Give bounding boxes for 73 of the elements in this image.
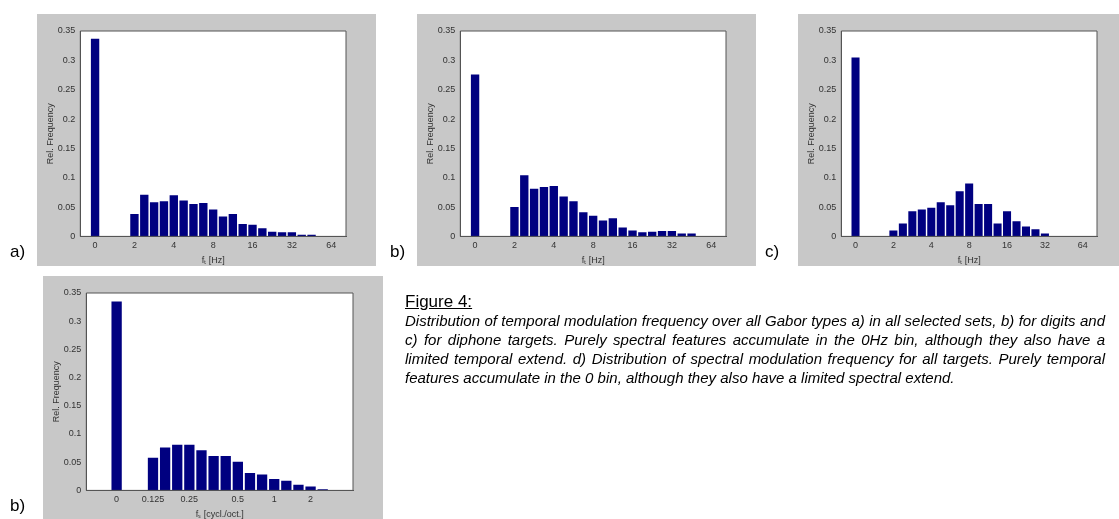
y-tick-label: 0.3 bbox=[62, 54, 76, 65]
y-tick-label: 0.25 bbox=[57, 84, 76, 95]
y-axis-title: Rel. Frequency bbox=[805, 102, 816, 165]
y-tick-label: 0.25 bbox=[437, 84, 456, 95]
x-tick-label: 64 bbox=[1077, 240, 1088, 251]
y-tick-label: 0 bbox=[70, 230, 76, 241]
y-tick-label: 0.05 bbox=[57, 201, 76, 212]
y-axis-title: Rel. Frequency bbox=[424, 102, 435, 165]
y-tick-label: 0.1 bbox=[442, 172, 456, 183]
y-tick-label: 0.1 bbox=[68, 428, 82, 439]
x-tick-label: 1 bbox=[271, 494, 277, 505]
x-tick-label: 16 bbox=[247, 240, 258, 251]
y-tick-label: 0 bbox=[76, 484, 82, 495]
x-tick-label: 2 bbox=[131, 240, 137, 251]
y-tick-label: 0.2 bbox=[442, 113, 456, 124]
x-tick-label: 2 bbox=[890, 240, 896, 251]
y-tick-label: 0.35 bbox=[818, 25, 837, 36]
y-tick-label: 0.2 bbox=[68, 372, 82, 383]
text: a) bbox=[10, 242, 26, 262]
x-tick-label: 4 bbox=[551, 240, 557, 251]
y-tick-label: 0.05 bbox=[818, 201, 837, 212]
y-tick-label: 0.2 bbox=[823, 113, 837, 124]
x-tick-label: 64 bbox=[706, 240, 717, 251]
y-tick-label: 0.3 bbox=[68, 315, 82, 326]
y-tick-label: 0.3 bbox=[442, 54, 456, 65]
x-tick-label: 64 bbox=[326, 240, 337, 251]
x-tick-label: 32 bbox=[286, 240, 297, 251]
y-tick-label: 0.25 bbox=[818, 84, 837, 95]
x-tick-label: 0 bbox=[472, 240, 478, 251]
y-tick-label: 0.15 bbox=[57, 142, 76, 153]
x-tick-label: 2 bbox=[308, 494, 314, 505]
x-tick-label: 8 bbox=[210, 240, 216, 251]
x-axis-title: fₜ [Hz] bbox=[957, 255, 981, 266]
x-axis-title: fₜ [Hz] bbox=[581, 255, 605, 266]
y-tick-label: 0.15 bbox=[818, 142, 837, 153]
text: b) bbox=[390, 242, 406, 262]
x-tick-label: 8 bbox=[966, 240, 972, 251]
text: c) bbox=[765, 242, 780, 262]
y-tick-label: 0 bbox=[831, 230, 837, 241]
y-tick-label: 0.35 bbox=[63, 287, 82, 298]
x-tick-label: 2 bbox=[511, 240, 517, 251]
y-axis-title: Rel. Frequency bbox=[50, 360, 61, 423]
x-tick-label: 0.125 bbox=[141, 494, 165, 505]
y-tick-label: 0.1 bbox=[62, 172, 76, 183]
x-tick-label: 4 bbox=[171, 240, 177, 251]
y-tick-label: 0.1 bbox=[823, 172, 837, 183]
y-tick-label: 0.35 bbox=[437, 25, 456, 36]
y-tick-label: 0.35 bbox=[57, 25, 76, 36]
y-tick-label: 0.3 bbox=[823, 54, 837, 65]
y-tick-label: 0.15 bbox=[437, 142, 456, 153]
x-tick-label: 16 bbox=[627, 240, 638, 251]
y-tick-label: 0.05 bbox=[437, 201, 456, 212]
x-axis-title: fₜ [Hz] bbox=[201, 255, 225, 266]
x-tick-label: 0 bbox=[853, 240, 859, 251]
x-tick-label: 8 bbox=[590, 240, 596, 251]
y-tick-label: 0.15 bbox=[63, 400, 82, 411]
y-axis-title: Rel. Frequency bbox=[44, 102, 55, 165]
x-tick-label: 0.5 bbox=[231, 494, 245, 505]
x-tick-label: 0 bbox=[114, 494, 120, 505]
y-tick-label: 0.05 bbox=[63, 456, 82, 467]
text: Figure 4: bbox=[405, 292, 474, 311]
x-tick-label: 0.25 bbox=[180, 494, 199, 505]
x-tick-label: 0 bbox=[92, 240, 98, 251]
text: Distribution of temporal modulation frequency over all Gabor types a) in all selected sets, b) for digits and c) for diphone targets. Purely spectral features accumulate in the 0Hz bin, although they also have a limited temporal extend. d) Distribution of spectral modulation frequency for all targets. Purely temporal features accumulate in the 0 bin, although they also have a limited spectral extend. bbox=[405, 311, 1105, 387]
x-tick-label: 16 bbox=[1002, 240, 1013, 251]
text: b) bbox=[10, 496, 26, 516]
y-tick-label: 0 bbox=[450, 230, 456, 241]
x-tick-label: 4 bbox=[928, 240, 934, 251]
x-axis-title: fₛ [cycl./oct.] bbox=[195, 509, 244, 519]
y-tick-label: 0.25 bbox=[63, 343, 82, 354]
x-tick-label: 32 bbox=[1039, 240, 1050, 251]
y-tick-label: 0.2 bbox=[62, 113, 76, 124]
x-tick-label: 32 bbox=[666, 240, 677, 251]
